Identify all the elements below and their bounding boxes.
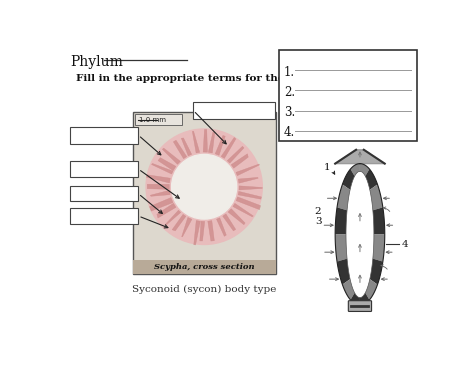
Polygon shape — [239, 186, 262, 190]
Polygon shape — [182, 217, 192, 237]
Polygon shape — [335, 207, 347, 234]
Text: 4.: 4. — [284, 126, 295, 139]
Bar — [70, 127, 138, 144]
Text: 3: 3 — [315, 217, 321, 226]
Polygon shape — [350, 293, 360, 305]
Circle shape — [146, 129, 262, 245]
Circle shape — [172, 154, 237, 219]
Polygon shape — [208, 132, 215, 153]
Polygon shape — [208, 221, 214, 241]
Polygon shape — [370, 259, 383, 284]
Bar — [135, 114, 182, 125]
Polygon shape — [172, 214, 186, 231]
Polygon shape — [217, 218, 226, 236]
Polygon shape — [192, 131, 200, 153]
Bar — [279, 51, 417, 141]
Polygon shape — [149, 198, 173, 211]
Polygon shape — [236, 164, 260, 176]
Polygon shape — [342, 279, 355, 300]
Bar — [70, 208, 138, 224]
Text: 4: 4 — [402, 240, 409, 249]
Polygon shape — [360, 163, 369, 176]
Bar — [133, 260, 276, 274]
Polygon shape — [146, 175, 170, 183]
Bar — [133, 112, 276, 274]
Polygon shape — [223, 214, 236, 231]
Text: Fill in the appropriate terms for the diagrams below.: Fill in the appropriate terms for the di… — [76, 73, 382, 83]
Polygon shape — [238, 192, 262, 199]
Text: 3.: 3. — [284, 106, 295, 119]
Polygon shape — [233, 203, 253, 217]
Polygon shape — [365, 169, 377, 190]
Polygon shape — [215, 135, 225, 155]
Text: 1: 1 — [324, 163, 331, 172]
Polygon shape — [221, 137, 236, 158]
FancyBboxPatch shape — [348, 301, 372, 311]
Text: 2.: 2. — [284, 86, 295, 99]
Polygon shape — [163, 148, 181, 164]
Text: Syconoid (sycon) body type: Syconoid (sycon) body type — [132, 284, 277, 294]
Text: Phylum: Phylum — [70, 55, 123, 69]
Polygon shape — [181, 138, 191, 156]
Text: Scypha, cross section: Scypha, cross section — [154, 263, 255, 271]
Polygon shape — [238, 177, 258, 183]
Polygon shape — [342, 169, 355, 190]
Bar — [193, 102, 275, 119]
Polygon shape — [150, 190, 170, 196]
Text: 1.0 mm: 1.0 mm — [139, 117, 166, 123]
Text: 1.: 1. — [284, 66, 295, 79]
Polygon shape — [203, 130, 208, 152]
Polygon shape — [227, 146, 244, 163]
Polygon shape — [228, 209, 245, 225]
Polygon shape — [173, 140, 187, 159]
Polygon shape — [152, 163, 173, 174]
Polygon shape — [337, 259, 350, 284]
Polygon shape — [335, 150, 385, 163]
Polygon shape — [365, 279, 377, 300]
Polygon shape — [157, 203, 176, 218]
Polygon shape — [335, 234, 347, 262]
Polygon shape — [200, 221, 205, 241]
Polygon shape — [350, 163, 360, 176]
Text: 2: 2 — [315, 207, 321, 216]
Polygon shape — [231, 154, 248, 168]
Polygon shape — [165, 210, 181, 225]
Polygon shape — [337, 184, 350, 210]
Bar — [70, 161, 138, 177]
Polygon shape — [360, 293, 369, 305]
Polygon shape — [373, 207, 385, 234]
Polygon shape — [236, 197, 261, 210]
Polygon shape — [194, 221, 201, 245]
Polygon shape — [147, 184, 169, 189]
Polygon shape — [370, 184, 383, 210]
Polygon shape — [158, 158, 176, 171]
Polygon shape — [373, 234, 385, 262]
Bar — [70, 186, 138, 201]
